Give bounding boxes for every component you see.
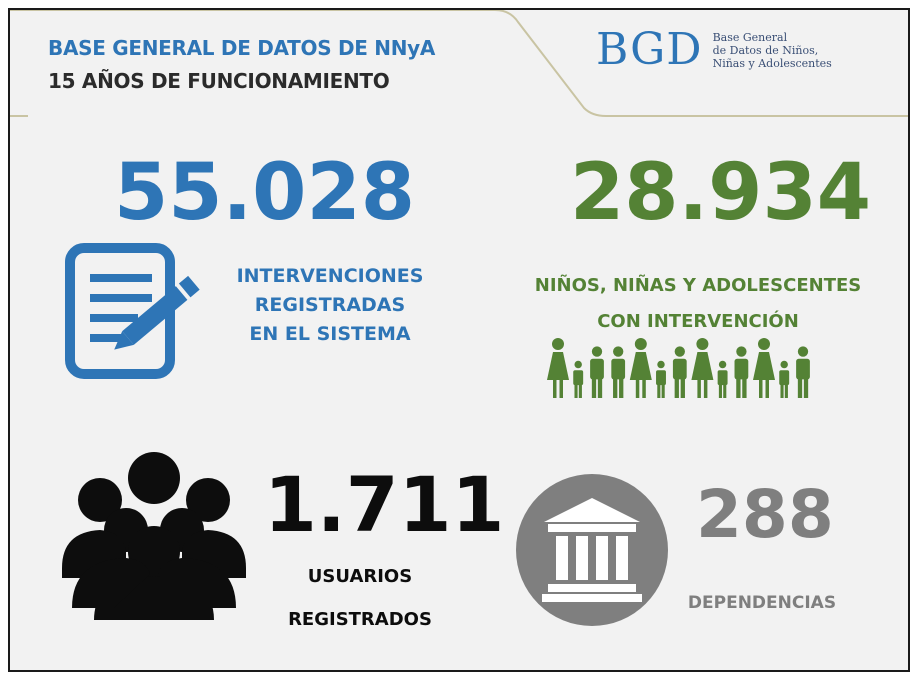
logo-caption-line3: Niñas y Adolescentes	[712, 56, 832, 70]
users-label: USUARIOS REGISTRADOS	[260, 555, 460, 641]
person-figure	[629, 338, 652, 398]
interventions-label-line3: EN EL SISTEMA	[249, 323, 411, 345]
departments-count: 288	[696, 476, 834, 553]
children-count: 28.934	[570, 148, 871, 238]
person-figure	[590, 346, 604, 398]
infographic-frame: BASE GENERAL DE DATOS DE NNyA 15 AÑOS DE…	[8, 8, 910, 672]
person-figure	[779, 360, 790, 398]
person-figure	[611, 346, 626, 398]
children-label-line1: NIÑOS, NIÑAS Y ADOLESCENTES	[534, 275, 862, 296]
person-figure	[717, 360, 728, 398]
interventions-label-line2: REGISTRADAS	[254, 294, 406, 316]
departments-label: DEPENDENCIAS	[687, 593, 837, 613]
institution-building-icon	[516, 474, 668, 626]
person-figure	[573, 360, 584, 398]
person-figure	[547, 338, 569, 398]
person-figure	[734, 346, 749, 398]
users-label-line1: USUARIOS	[307, 566, 413, 587]
people-row-icon	[547, 338, 810, 398]
person-figure	[656, 360, 666, 398]
user-group-icon	[62, 452, 246, 620]
person-figure	[672, 346, 687, 398]
logo-caption-line2: de Datos de Niños,	[712, 43, 819, 57]
logo-caption-line1: Base General	[712, 30, 788, 44]
header-title: BASE GENERAL DE DATOS DE NNyA	[48, 36, 436, 60]
person-figure	[796, 346, 810, 398]
users-count: 1.711	[264, 460, 505, 549]
header-band	[10, 10, 908, 117]
logo-caption: Base General de Datos de Niños, Niñas y …	[713, 31, 832, 70]
interventions-label-line1: INTERVENCIONES	[236, 265, 424, 287]
users-label-line2: REGISTRADOS	[288, 609, 432, 630]
header-subtitle: 15 AÑOS DE FUNCIONAMIENTO	[48, 69, 390, 93]
interventions-count: 55.028	[114, 148, 415, 238]
interventions-label: INTERVENCIONES REGISTRADAS EN EL SISTEMA	[210, 262, 450, 349]
document-pencil-icon	[65, 243, 200, 379]
logo-mark: BGD	[596, 24, 703, 75]
children-label-line2: CON INTERVENCIÓN	[597, 311, 799, 332]
bgd-logo: BGD Base General de Datos de Niños, Niña…	[596, 28, 832, 72]
children-label: NIÑOS, NIÑAS Y ADOLESCENTES CON INTERVEN…	[498, 268, 898, 340]
person-figure	[691, 338, 714, 398]
person-figure	[753, 338, 775, 398]
